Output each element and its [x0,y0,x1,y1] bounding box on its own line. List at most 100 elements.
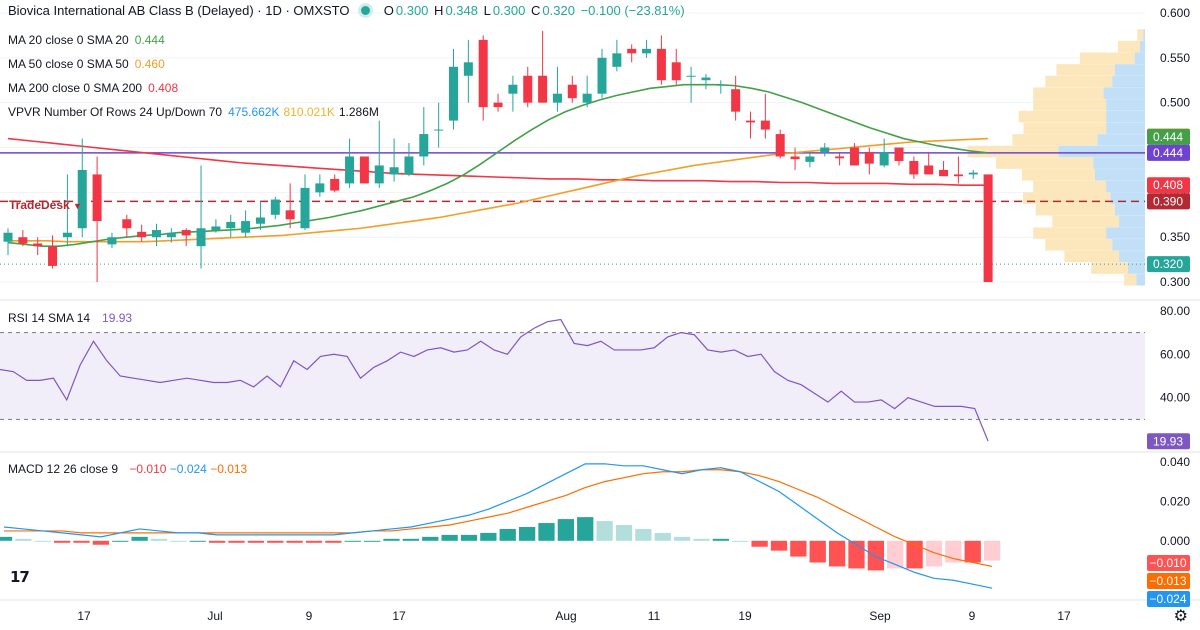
vp-up-bar [1064,250,1120,263]
vp-up-bar [1056,64,1115,76]
candle-body [196,228,206,247]
candle-body [760,120,770,130]
macd-hist-bar [73,540,90,543]
price-badge-text: 0.408 [1153,178,1183,192]
ma20-legend[interactable]: MA 20 close 0 SMA 20 0.444 [8,32,165,48]
candle-body [790,156,800,160]
tradingview-logo[interactable]: 17 [10,568,30,586]
vpvr-up: 475.662K [228,105,280,119]
macd-hist-bar [150,538,168,541]
macd-hist-bar [577,517,594,541]
macd-hist-bar [654,532,671,541]
macd-hist-bar [53,540,71,543]
ohlc-readout: O 0.300 H 0.348 L 0.300 C 0.320 −0.100 (−23.… [382,3,685,18]
candle-body [493,102,503,108]
price-badge-text: 0.390 [1153,194,1183,208]
candle-body [567,84,577,99]
vp-down-bar [1143,29,1145,41]
candle-body [92,174,102,222]
candle-body [953,174,963,177]
vp-down-bar [1097,134,1145,146]
candle-body [434,129,444,131]
candle-body [642,48,652,54]
candle-body [345,156,355,184]
macd-hist-value: −0.010 [129,462,167,476]
candle-body [582,93,592,103]
candle-body [627,48,637,54]
candle-body [330,178,340,191]
volume-profile [967,29,1145,286]
candle-body [122,219,132,229]
macd-hist-bar [732,540,749,542]
candle-body [671,62,681,81]
gear-icon[interactable]: ⚙ [1173,606,1188,625]
candle-body [449,66,458,121]
ma50-legend[interactable]: MA 50 close 0 SMA 50 0.460 [8,56,165,72]
vp-up-bar [1022,192,1111,204]
vp-down-bar [1136,274,1145,286]
candle-body [805,156,815,162]
tradedesk-marker[interactable]: TradeDesk ▼ [9,198,82,212]
candle-body [419,134,429,157]
candle-body [523,75,533,103]
candle-body [612,53,622,67]
ma200-value: 0.408 [148,81,179,95]
vp-down-bar [1139,40,1145,53]
macd-badge-text: −0.010 [1149,556,1186,570]
vp-up-bar [995,157,1094,169]
high-value: 0.348 [445,3,478,18]
macd-signal-value: −0.013 [210,462,248,476]
vp-up-bar [1137,29,1144,41]
price-badge [1147,144,1190,161]
vp-up-bar [1033,99,1107,111]
candle-body [731,89,741,112]
candle-body [152,230,161,238]
vp-up-bar [1012,134,1098,146]
price-badge-text: 0.320 [1153,257,1183,271]
macd-hist-bar [499,528,516,541]
symbol-title[interactable]: Biovica International AB Class B (Delaye… [8,3,350,18]
candle-body [463,62,473,76]
vp-down-bar [1112,239,1145,251]
price-tick-label: 0.300 [1160,275,1190,289]
macd-hist-bar [402,538,420,541]
low-label: L [483,3,491,18]
candle-body [538,75,548,103]
vpvr-down: 810.021K [283,105,335,119]
candle-body [3,232,13,242]
macd-badge [1147,591,1190,607]
vpvr-legend[interactable]: VPVR Number Of Rows 24 Up/Down 70 475.662… [8,104,379,120]
vp-up-bar [1045,75,1113,88]
macd-hist-bar [422,536,439,541]
rsi-legend[interactable]: RSI 14 SMA 14 19.93 [8,310,132,326]
macd-hist-bar [693,538,710,541]
ma20-value: 0.444 [134,33,165,47]
price-tick-label: 0.600 [1160,6,1190,20]
candle-body [686,75,696,77]
candle-body [166,232,176,238]
x-tick-label: 17 [77,609,91,623]
macd-hist-bar [441,534,458,541]
macd-legend[interactable]: MACD 12 26 close 9 −0.010 −0.024 −0.013 [8,461,247,477]
ma200-label: MA 200 close 0 SMA 200 [8,81,143,95]
candle-body [508,84,518,94]
macd-hist-bar [925,540,943,567]
candle-body [597,57,607,94]
macd-hist-bar [867,540,884,571]
vp-down-bar [1110,192,1145,204]
x-tick-label: 17 [392,609,406,623]
high-label: H [434,3,444,18]
vpvr-label: VPVR Number Of Rows 24 Up/Down 70 [8,105,223,119]
macd-hist-bar [538,523,555,541]
candle-body [107,237,117,245]
candle-body [835,156,845,159]
candle-body [18,237,28,244]
macd-hist-bar [751,540,768,547]
vp-down-bar [1119,250,1145,263]
macd-label: MACD 12 26 close 9 [8,462,119,476]
vp-up-bar [1023,122,1107,134]
macd-signal-line [4,469,993,568]
candle-body [478,39,488,108]
ma20-label: MA 20 close 0 SMA 20 [8,33,129,47]
ma200-legend[interactable]: MA 200 close 0 SMA 200 0.408 [8,80,178,96]
